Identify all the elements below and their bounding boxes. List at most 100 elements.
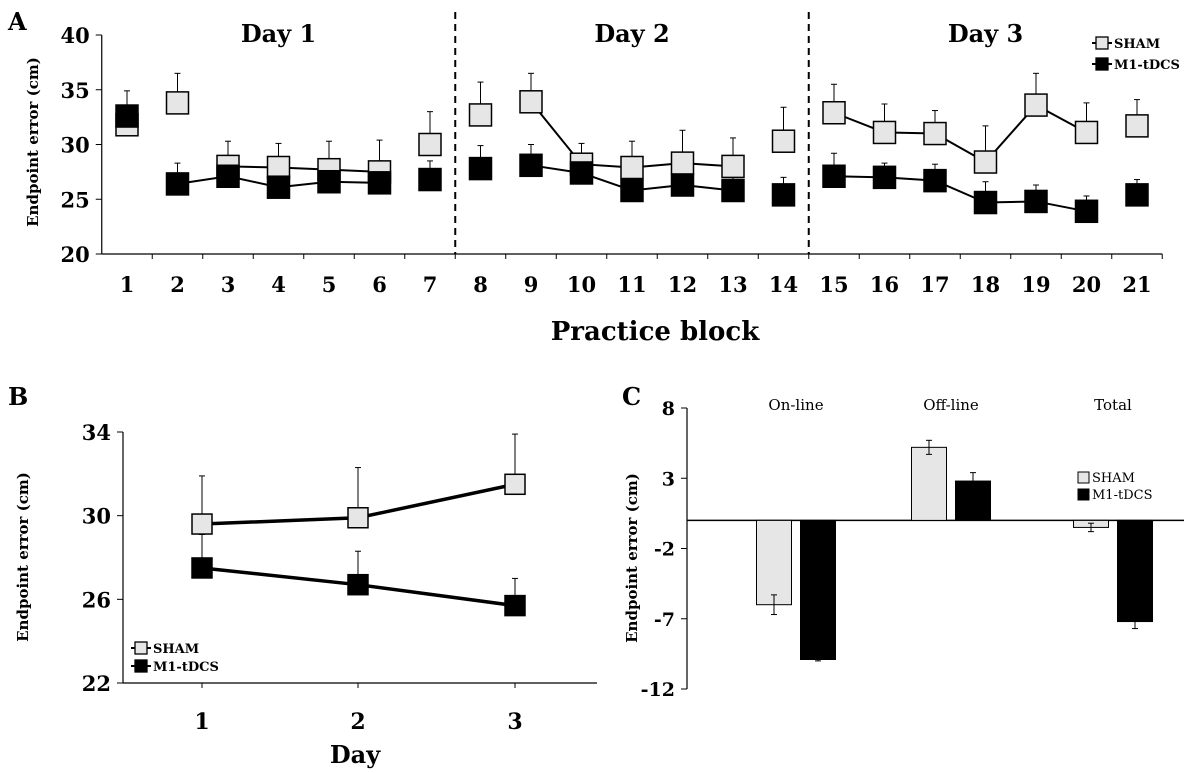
panel-b-y-axis-label: Endpoint error (cm) bbox=[14, 472, 32, 642]
x-tick-label: 15 bbox=[819, 272, 848, 297]
x-tick-label: 9 bbox=[524, 272, 539, 297]
x-tick-label: 19 bbox=[1021, 272, 1050, 297]
x-tick-label: 5 bbox=[322, 272, 337, 297]
panel-b-x-axis-label: Day bbox=[330, 740, 381, 769]
y-tick-label: 3 bbox=[662, 468, 675, 490]
panel-c-y-axis-label: Endpoint error (cm) bbox=[623, 473, 641, 643]
legend-label-m1-tdcs: M1-tDCS bbox=[153, 660, 219, 675]
x-tick-label: 7 bbox=[423, 272, 438, 297]
category-label: On-line bbox=[768, 396, 823, 414]
x-tick-label: 1 bbox=[120, 272, 135, 297]
x-tick-label: 1 bbox=[194, 709, 209, 735]
data-point-m1-tdcs bbox=[1074, 199, 1099, 224]
panel-a-x-axis-label: Practice block bbox=[551, 317, 760, 347]
legend-label-sham: SHAM bbox=[153, 642, 199, 657]
panel-label-a: A bbox=[7, 7, 27, 36]
legend-swatch-m1-tdcs bbox=[1077, 488, 1090, 501]
panel-c: C Endpoint error (cm) -12 -7 -2 3 8 On-line Of… bbox=[622, 382, 1184, 701]
data-point-sham bbox=[418, 132, 442, 157]
data-point-sham bbox=[923, 121, 947, 146]
bar-m1-tdcs bbox=[955, 480, 991, 521]
x-tick-label: 6 bbox=[372, 272, 387, 297]
data-point-m1-tdcs bbox=[418, 167, 442, 192]
panel-a-y-axis-label: Endpoint error (cm) bbox=[24, 57, 42, 227]
x-tick-label: 12 bbox=[668, 272, 697, 297]
y-tick-label: -2 bbox=[654, 539, 675, 561]
x-tick-label: 18 bbox=[971, 272, 1000, 297]
data-point-sham bbox=[1125, 114, 1149, 138]
data-point-m1-tdcs bbox=[468, 156, 493, 181]
x-tick-label: 16 bbox=[870, 272, 899, 297]
data-point-m1-tdcs bbox=[1024, 189, 1048, 214]
x-tick-label: 11 bbox=[617, 272, 646, 297]
x-tick-label: 2 bbox=[170, 272, 185, 297]
legend-marker-sham bbox=[1095, 36, 1109, 50]
data-point-m1-tdcs bbox=[115, 104, 139, 128]
data-point-m1-tdcs bbox=[771, 183, 796, 207]
panel-c-legend: SHAM M1-tDCS bbox=[1077, 471, 1152, 503]
series-line-m1-tdcs bbox=[833, 175, 1087, 213]
panel-label-b: B bbox=[8, 382, 28, 411]
bar-sham bbox=[911, 446, 947, 521]
data-point-m1-tdcs bbox=[519, 153, 543, 178]
data-point-m1-tdcs bbox=[191, 557, 213, 579]
x-tick-label: 21 bbox=[1122, 272, 1151, 297]
legend-label-m1-tdcs: M1-tDCS bbox=[1092, 488, 1152, 503]
data-point-m1-tdcs bbox=[923, 168, 947, 193]
x-tick-label: 13 bbox=[718, 272, 747, 297]
day-label: Day 1 bbox=[241, 19, 316, 48]
category-label: Off-line bbox=[923, 396, 979, 414]
data-point-sham bbox=[1074, 120, 1099, 145]
y-tick-label: 35 bbox=[61, 78, 90, 103]
panel-label-c: C bbox=[622, 382, 641, 411]
panel-b: B Endpoint error (cm) Day 22 26 30 34 1 2 3 SH… bbox=[8, 382, 597, 769]
panel-b-series bbox=[191, 433, 526, 617]
legend-marker-m1-tdcs bbox=[134, 659, 148, 673]
data-point-sham bbox=[771, 129, 796, 153]
data-point-m1-tdcs bbox=[216, 164, 240, 189]
panel-c-axes: -12 -7 -2 3 8 On-line Off-line Total bbox=[641, 396, 1184, 701]
x-tick-label: 2 bbox=[350, 709, 365, 735]
data-point-m1-tdcs bbox=[504, 594, 526, 617]
legend-label-m1-tdcs: M1-tDCS bbox=[1114, 58, 1180, 73]
data-point-sham bbox=[504, 473, 526, 496]
x-tick-label: 4 bbox=[271, 272, 286, 297]
y-tick-label: 34 bbox=[82, 420, 111, 445]
legend-swatch-sham bbox=[1077, 471, 1090, 484]
x-tick-label: 17 bbox=[920, 272, 949, 297]
bar-m1-tdcs bbox=[1117, 519, 1153, 623]
panel-b-axes: 22 26 30 34 1 2 3 bbox=[82, 420, 597, 735]
data-point-m1-tdcs bbox=[721, 178, 745, 203]
x-tick-label: 3 bbox=[507, 709, 522, 735]
y-tick-label: 40 bbox=[61, 23, 90, 48]
series-line-sham bbox=[833, 103, 1087, 164]
series-line-sham bbox=[227, 165, 380, 173]
panel-a-day-separators: Day 1 Day 2 Day 3 bbox=[241, 12, 1023, 254]
y-tick-label: 30 bbox=[82, 504, 111, 529]
bar-sham bbox=[756, 519, 792, 606]
day-label: Day 3 bbox=[948, 19, 1023, 48]
y-tick-label: 26 bbox=[82, 587, 111, 612]
data-point-sham bbox=[620, 155, 644, 180]
data-point-m1-tdcs bbox=[822, 164, 846, 189]
y-tick-label: 30 bbox=[61, 133, 90, 158]
data-point-m1-tdcs bbox=[165, 172, 190, 196]
panel-b-legend: SHAM M1-tDCS bbox=[131, 641, 219, 675]
y-tick-label: 20 bbox=[61, 242, 90, 267]
panel-a: A Endpoint error (cm) Practice block 20 2… bbox=[7, 7, 1180, 347]
x-tick-label: 14 bbox=[769, 272, 798, 297]
data-point-m1-tdcs bbox=[347, 573, 369, 596]
x-tick-label: 20 bbox=[1072, 272, 1101, 297]
data-point-sham bbox=[872, 120, 897, 145]
data-point-m1-tdcs bbox=[317, 169, 341, 194]
y-tick-label: 8 bbox=[662, 398, 675, 420]
legend-label-sham: SHAM bbox=[1114, 37, 1160, 52]
legend-marker-sham bbox=[134, 641, 148, 655]
data-point-sham bbox=[973, 150, 998, 174]
day-label: Day 2 bbox=[594, 19, 669, 48]
panel-a-legend: SHAM M1-tDCS bbox=[1092, 36, 1180, 73]
y-tick-label: 22 bbox=[82, 671, 111, 696]
data-point-m1-tdcs bbox=[620, 178, 644, 203]
